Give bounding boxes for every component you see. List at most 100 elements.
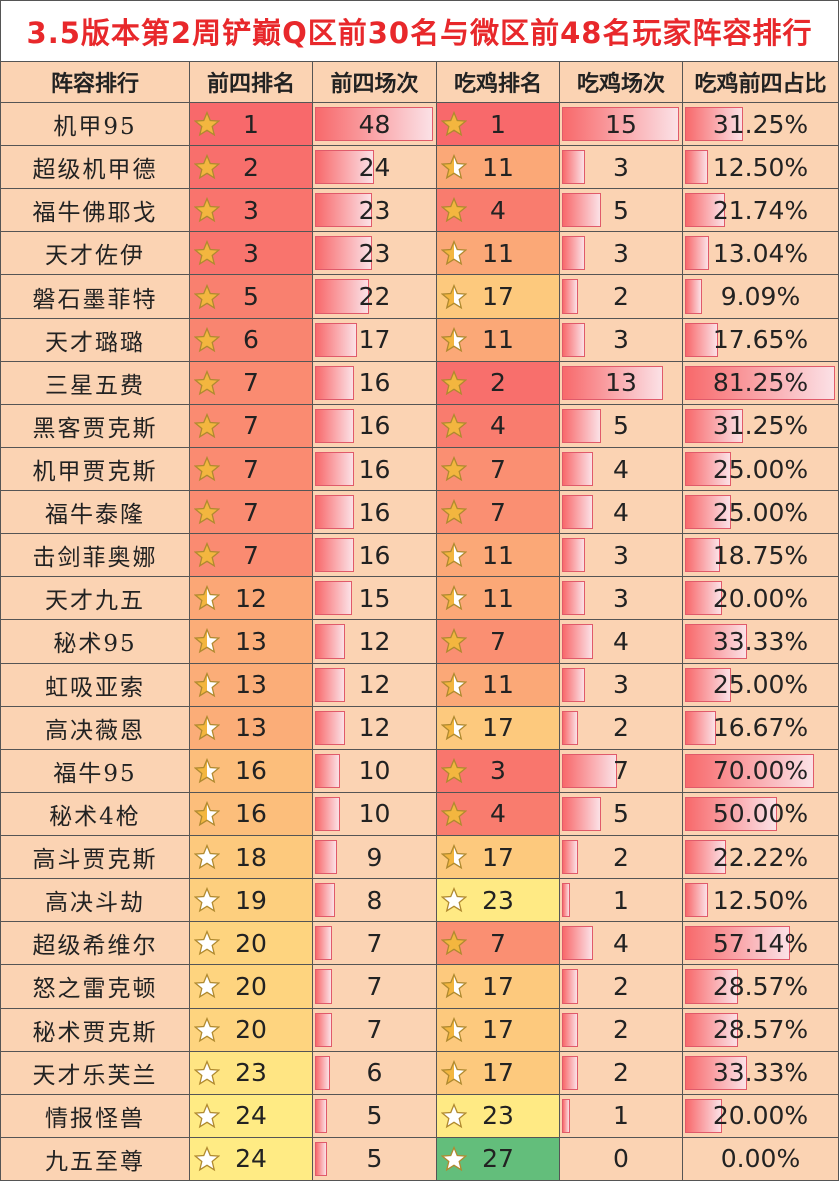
cell-text: 12.50% bbox=[712, 885, 809, 915]
data-cell: 5 bbox=[560, 404, 683, 448]
cell-text: 70.00% bbox=[712, 756, 809, 786]
cell-text: 2 bbox=[613, 842, 629, 872]
star-icon bbox=[441, 585, 467, 611]
data-cell: 48 bbox=[313, 103, 437, 147]
data-bar bbox=[315, 624, 345, 659]
star-icon bbox=[441, 369, 467, 396]
cell-text: 8 bbox=[366, 885, 383, 915]
cell-text: 高决薇恩 bbox=[45, 717, 145, 744]
data-bar bbox=[315, 365, 355, 400]
header-cell: 前四场次 bbox=[313, 62, 437, 103]
cell-text: 3 bbox=[613, 583, 629, 613]
data-bar bbox=[315, 1098, 328, 1133]
data-cell: 23 bbox=[313, 232, 437, 276]
cell-text: 12.50% bbox=[712, 152, 809, 182]
cell-text: 天才佐伊 bbox=[45, 243, 145, 270]
data-bar bbox=[315, 883, 335, 918]
star-icon bbox=[194, 369, 220, 396]
data-cell: 13 bbox=[560, 361, 683, 405]
data-bar bbox=[562, 753, 617, 788]
data-bar bbox=[562, 624, 594, 659]
cell-text: 31.25% bbox=[712, 411, 809, 441]
name-cell: 福牛佛耶戈 bbox=[0, 189, 190, 233]
data-cell: 5 bbox=[313, 1094, 437, 1138]
data-cell: 19 bbox=[190, 879, 313, 923]
data-bar bbox=[562, 150, 586, 185]
cell-text: 7 bbox=[490, 497, 506, 527]
cell-text: 15 bbox=[358, 583, 391, 613]
cell-text: 33.33% bbox=[712, 626, 809, 656]
data-bar bbox=[315, 538, 355, 573]
data-bar bbox=[562, 1098, 570, 1133]
star-icon bbox=[194, 412, 220, 439]
data-cell: 31.25% bbox=[683, 103, 839, 147]
star-icon bbox=[194, 1016, 220, 1042]
data-cell: 4 bbox=[437, 792, 560, 837]
name-cell: 高决薇恩 bbox=[0, 706, 190, 750]
cell-text: 吃鸡前四占比 bbox=[694, 72, 827, 97]
cell-text: 57.14% bbox=[712, 928, 809, 958]
cell-text: 虹吸亚索 bbox=[45, 674, 145, 701]
data-cell: 7 bbox=[437, 620, 560, 664]
cell-text: 13.04% bbox=[712, 238, 809, 268]
data-bar bbox=[685, 840, 727, 875]
data-cell: 33.33% bbox=[683, 1051, 839, 1095]
cell-text: 13 bbox=[235, 626, 267, 656]
data-cell: 15 bbox=[313, 577, 437, 621]
cell-text: 12 bbox=[358, 670, 391, 700]
cell-text: 13 bbox=[235, 670, 267, 700]
cell-text: 1 bbox=[613, 885, 629, 915]
cell-text: 10 bbox=[358, 799, 391, 829]
star-icon bbox=[194, 111, 220, 137]
data-cell: 25.00% bbox=[683, 663, 839, 707]
cell-text: 33.33% bbox=[712, 1058, 809, 1088]
data-bar bbox=[315, 667, 345, 702]
cell-text: 81.25% bbox=[712, 368, 809, 398]
cell-text: 1 bbox=[243, 109, 259, 139]
name-cell: 怒之雷克顿 bbox=[0, 965, 190, 1009]
cell-text: 16 bbox=[358, 497, 391, 527]
data-bar bbox=[685, 408, 743, 443]
name-cell: 秘术贾克斯 bbox=[0, 1008, 190, 1052]
data-cell: 18 bbox=[190, 836, 313, 880]
cell-text: 31.25% bbox=[712, 109, 809, 139]
star-icon bbox=[441, 714, 467, 740]
data-bar bbox=[562, 193, 601, 228]
data-cell: 7 bbox=[437, 447, 560, 492]
data-cell: 0 bbox=[560, 1137, 683, 1181]
cell-text: 11 bbox=[482, 325, 514, 355]
star-icon bbox=[441, 1059, 467, 1085]
star-icon bbox=[441, 283, 467, 309]
cell-text: 16 bbox=[235, 756, 267, 786]
cell-text: 4 bbox=[490, 195, 506, 225]
data-cell: 16 bbox=[190, 749, 313, 793]
data-cell: 4 bbox=[560, 447, 683, 492]
cell-text: 5 bbox=[243, 282, 259, 312]
data-bar bbox=[685, 1098, 722, 1133]
cell-text: 11 bbox=[482, 670, 514, 700]
cell-text: 16 bbox=[358, 411, 391, 441]
star-icon bbox=[194, 585, 220, 611]
data-cell: 16 bbox=[313, 534, 437, 578]
header-cell: 前四排名 bbox=[190, 62, 313, 103]
data-bar bbox=[315, 796, 340, 832]
cell-text: 18 bbox=[235, 842, 267, 872]
cell-text: 天才乐芙兰 bbox=[32, 1062, 158, 1089]
star-icon bbox=[441, 1145, 467, 1172]
cell-text: 17.65% bbox=[712, 325, 809, 355]
cell-text: 2 bbox=[613, 713, 629, 743]
data-cell: 3 bbox=[560, 146, 683, 190]
cell-text: 25.00% bbox=[712, 497, 809, 527]
data-bar bbox=[685, 926, 791, 961]
star-icon bbox=[194, 930, 220, 956]
cell-text: 3 bbox=[613, 325, 629, 355]
data-bar bbox=[315, 753, 340, 788]
star-icon bbox=[441, 542, 467, 568]
data-bar bbox=[562, 667, 586, 702]
data-bar bbox=[562, 279, 578, 314]
data-cell: 16 bbox=[313, 447, 437, 492]
data-cell: 2 bbox=[437, 361, 560, 405]
data-cell: 16 bbox=[190, 792, 313, 837]
data-bar bbox=[562, 451, 594, 487]
